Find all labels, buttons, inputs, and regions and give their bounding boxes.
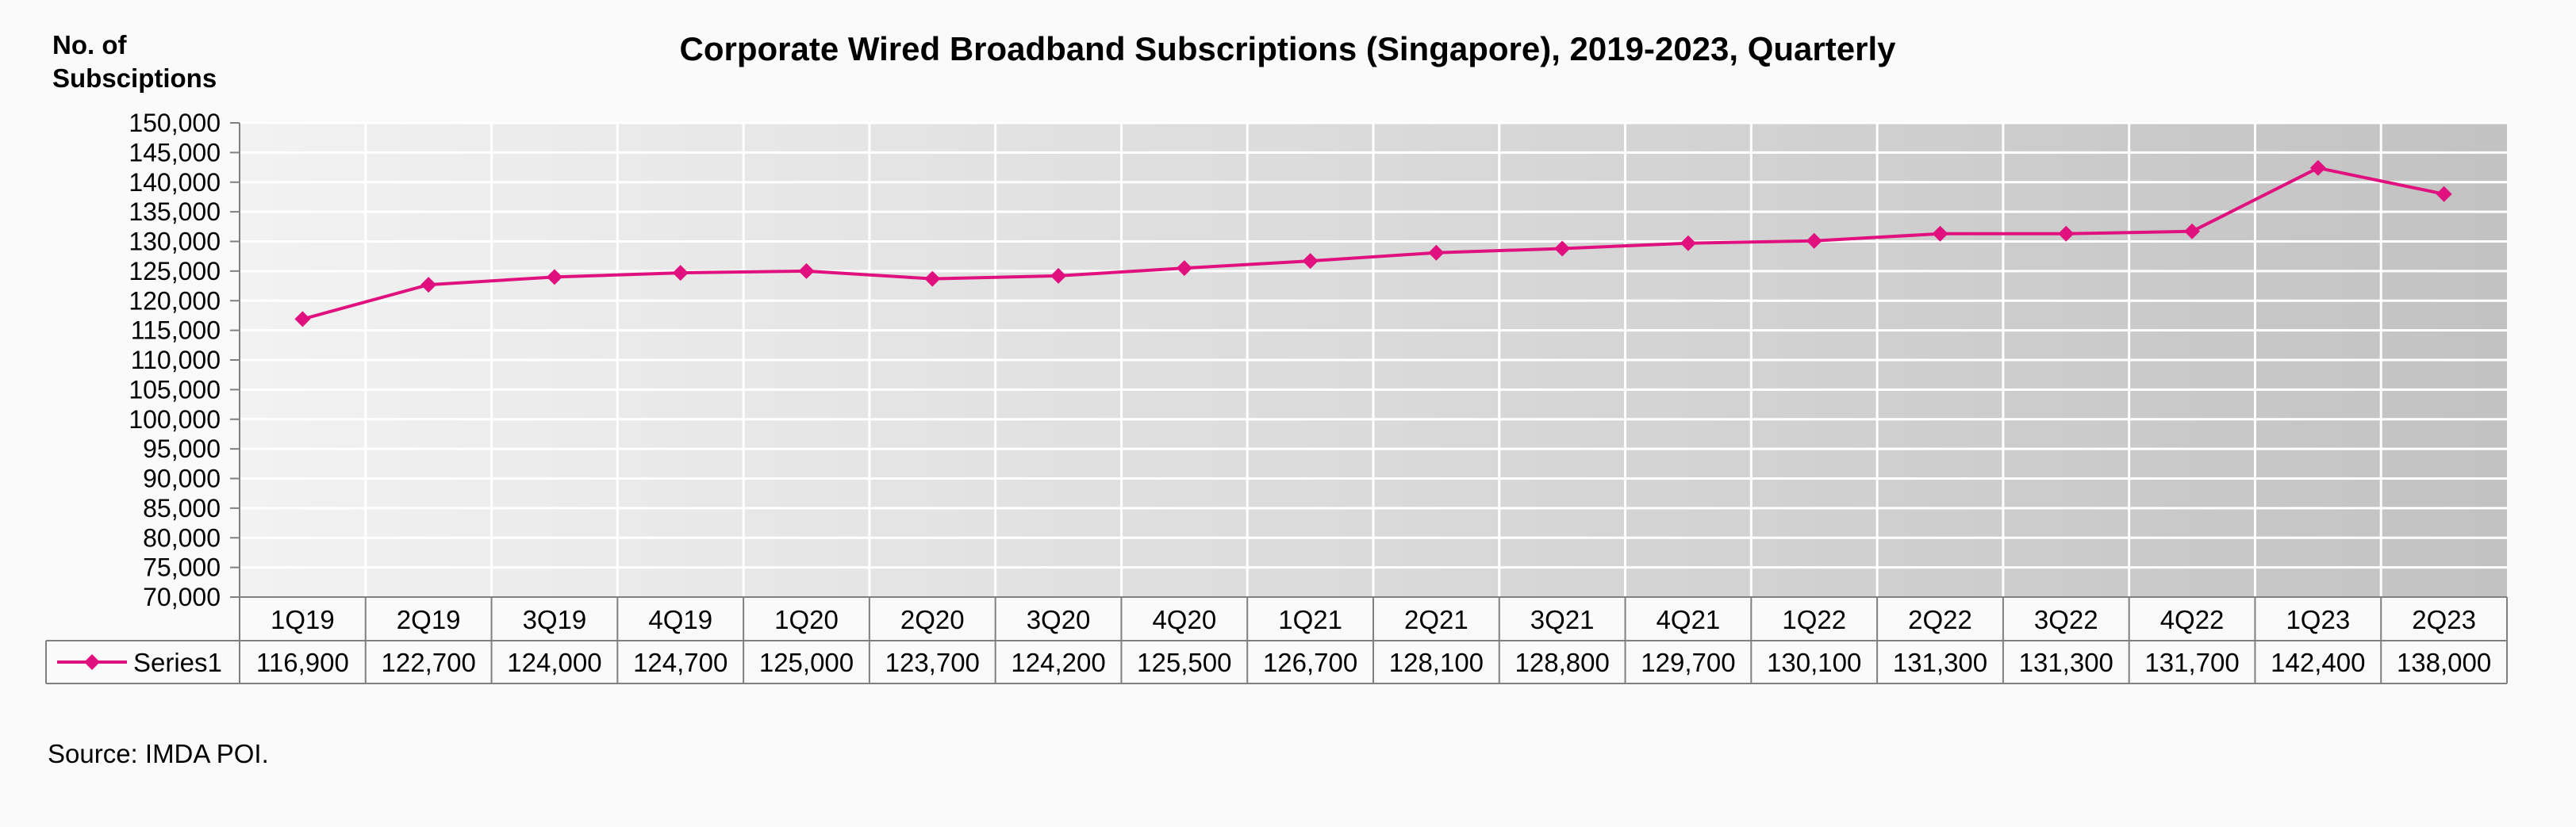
data-point-marker bbox=[546, 269, 562, 285]
series-line-layer bbox=[294, 159, 2452, 327]
y-tick-label: 115,000 bbox=[131, 316, 221, 345]
data-point-marker bbox=[2184, 223, 2201, 239]
table-value-cell: 116,900 bbox=[256, 648, 349, 677]
x-category-label: 4Q21 bbox=[1657, 605, 1721, 634]
y-tick-label: 130,000 bbox=[129, 228, 221, 256]
table-value-cell: 131,300 bbox=[1893, 648, 1987, 677]
y-axis-ticks: 70,00075,00080,00085,00090,00095,000100,… bbox=[129, 109, 240, 611]
x-category-label: 3Q19 bbox=[523, 605, 587, 634]
x-category-label: 1Q22 bbox=[1782, 605, 1846, 634]
table-value-cell: 125,500 bbox=[1137, 648, 1231, 677]
x-category-label: 3Q21 bbox=[1530, 605, 1595, 634]
data-point-marker bbox=[672, 265, 689, 281]
y-tick-label: 75,000 bbox=[143, 553, 221, 582]
y-tick-label: 110,000 bbox=[131, 346, 221, 374]
y-tick-label: 100,000 bbox=[129, 405, 221, 434]
y-tick-label: 105,000 bbox=[129, 375, 221, 404]
y-tick-label: 70,000 bbox=[143, 583, 221, 611]
data-point-marker bbox=[1050, 267, 1067, 284]
table-value-cell: 124,700 bbox=[633, 648, 727, 677]
data-point-marker bbox=[2309, 159, 2326, 176]
y-axis-label-line-2: Subsciptions bbox=[52, 63, 217, 93]
x-category-label: 1Q23 bbox=[2286, 605, 2350, 634]
y-tick-label: 95,000 bbox=[143, 435, 221, 463]
data-point-marker bbox=[1680, 235, 1696, 251]
data-table: 1Q19 116,900 2Q19 122,700 3Q19 124,000 4Q19 124… bbox=[45, 596, 2508, 684]
table-value-cell: 129,700 bbox=[1641, 648, 1735, 677]
data-point-marker bbox=[420, 277, 437, 293]
x-category-label: 2Q20 bbox=[900, 605, 965, 634]
x-category-label: 1Q19 bbox=[271, 605, 335, 634]
data-point-marker bbox=[1302, 253, 1319, 270]
data-point-marker bbox=[294, 311, 311, 327]
data-point-marker bbox=[1554, 240, 1571, 257]
legend-marker bbox=[84, 654, 100, 670]
data-point-marker bbox=[924, 270, 941, 287]
table-value-cell: 138,000 bbox=[2397, 648, 2491, 677]
x-category-label: 1Q21 bbox=[1278, 605, 1342, 634]
x-category-label: 2Q19 bbox=[397, 605, 461, 634]
y-tick-label: 85,000 bbox=[143, 494, 221, 523]
table-value-cell: 122,700 bbox=[382, 648, 476, 677]
table-value-cell: 125,000 bbox=[759, 648, 854, 677]
x-category-label: 4Q19 bbox=[648, 605, 712, 634]
x-category-label: 2Q21 bbox=[1404, 605, 1468, 634]
table-value-cell: 126,700 bbox=[1263, 648, 1357, 677]
data-point-marker bbox=[2058, 225, 2075, 242]
x-category-label: 3Q22 bbox=[2034, 605, 2098, 634]
x-category-label: 4Q20 bbox=[1152, 605, 1216, 634]
table-value-cell: 123,700 bbox=[885, 648, 980, 677]
data-point-marker bbox=[2436, 186, 2452, 202]
y-tick-label: 120,000 bbox=[129, 286, 221, 315]
y-tick-label: 135,000 bbox=[129, 197, 221, 226]
y-axis-label-line-1: No. of bbox=[52, 30, 127, 59]
x-category-label: 2Q23 bbox=[2412, 605, 2476, 634]
data-point-marker bbox=[1176, 260, 1192, 277]
table-value-cell: 131,300 bbox=[2019, 648, 2113, 677]
y-tick-label: 140,000 bbox=[129, 168, 221, 197]
data-point-marker bbox=[1806, 232, 1822, 249]
x-category-label: 4Q22 bbox=[2160, 605, 2225, 634]
table-value-cell: 124,000 bbox=[507, 648, 601, 677]
x-category-label: 2Q22 bbox=[1908, 605, 1972, 634]
y-tick-label: 90,000 bbox=[143, 465, 221, 493]
x-category-label: 1Q20 bbox=[774, 605, 839, 634]
y-tick-label: 145,000 bbox=[129, 138, 221, 167]
table-value-cell: 128,800 bbox=[1515, 648, 1610, 677]
table-value-cell: 128,100 bbox=[1389, 648, 1484, 677]
chart-title: Corporate Wired Broadband Subscriptions … bbox=[680, 30, 1897, 67]
data-point-marker bbox=[1932, 225, 1948, 242]
y-tick-label: 150,000 bbox=[129, 109, 221, 137]
y-tick-label: 80,000 bbox=[143, 523, 221, 552]
data-point-marker bbox=[798, 262, 815, 279]
legend-series-name: Series1 bbox=[133, 648, 222, 677]
table-value-cell: 124,200 bbox=[1011, 648, 1105, 677]
table-value-cell: 131,700 bbox=[2144, 648, 2239, 677]
y-tick-label: 125,000 bbox=[129, 257, 221, 285]
series-line bbox=[301, 166, 2445, 321]
source-note: Source: IMDA POI. bbox=[48, 739, 269, 768]
gridlines bbox=[239, 121, 2507, 597]
data-point-marker bbox=[1428, 244, 1445, 261]
table-value-cell: 130,100 bbox=[1767, 648, 1861, 677]
table-value-cell: 142,400 bbox=[2271, 648, 2365, 677]
x-category-label: 3Q20 bbox=[1027, 605, 1091, 634]
